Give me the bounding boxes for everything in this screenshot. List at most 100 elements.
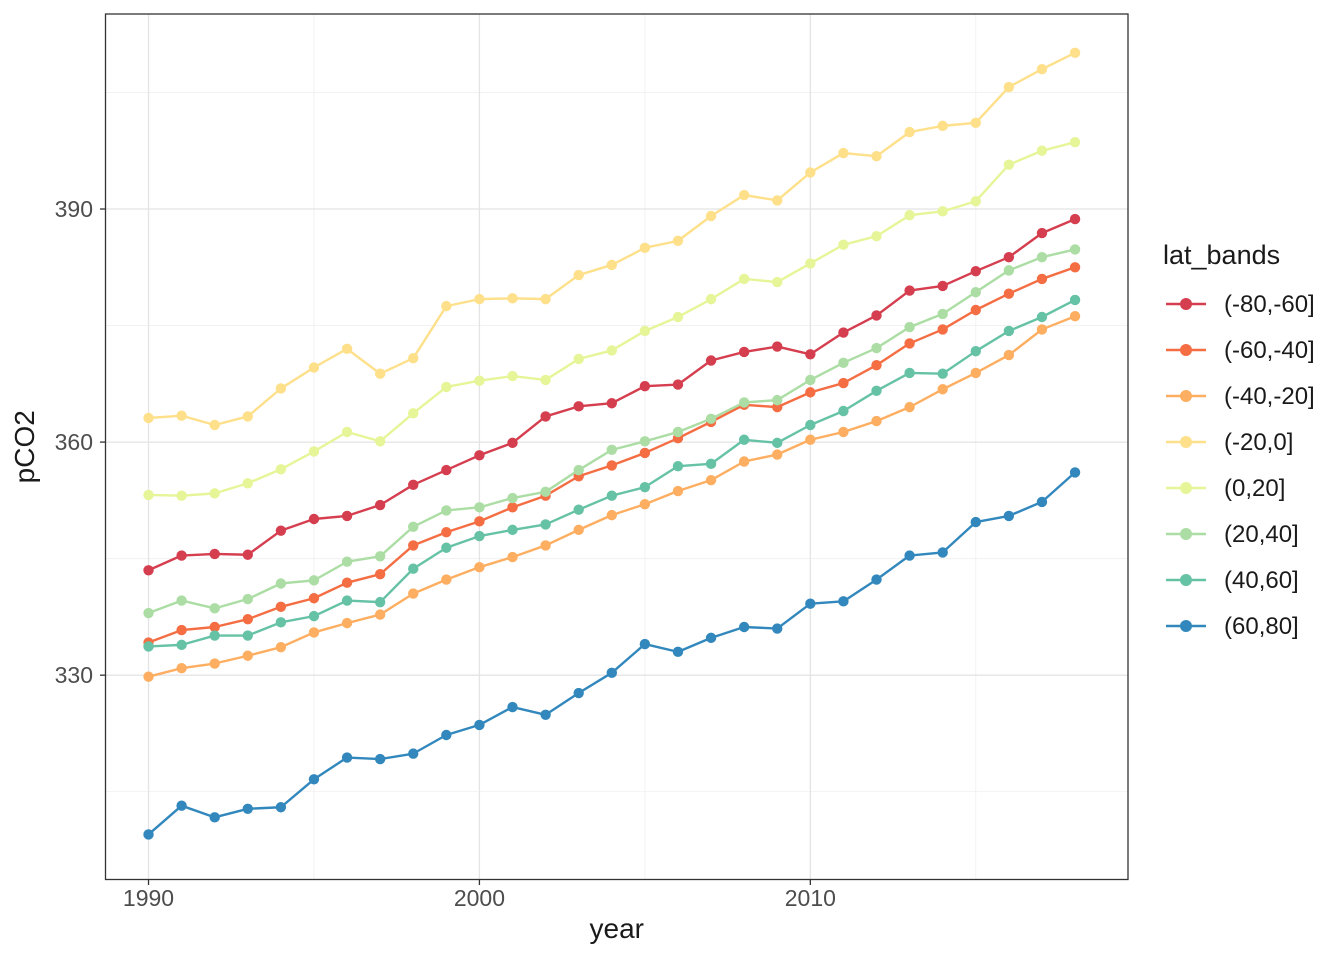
data-point [738,397,750,408]
data-point [838,239,849,250]
legend-label: (40,60] [1224,567,1299,594]
data-point [176,639,187,651]
data-point [341,617,353,629]
series-(-40,-20] [143,311,1081,682]
data-point [1036,273,1048,285]
data-point [639,242,651,254]
data-point [507,370,518,382]
data-point [705,413,717,424]
data-point [242,803,253,814]
legend-label: (-20,0] [1224,429,1293,456]
data-point [275,578,287,589]
series-(60,80] [143,467,1081,840]
series-(-20,0] [143,47,1081,431]
data-point [772,449,783,460]
data-point [341,556,353,567]
data-point [1003,265,1015,276]
data-point [275,601,287,612]
legend-item-(-20,0]: (-20,0] [1166,429,1293,456]
legend-item-(-40,-20]: (-40,-20] [1166,383,1315,410]
data-point [970,516,981,528]
data-point [1069,244,1081,255]
data-point [772,341,783,352]
data-point [970,286,981,298]
data-point [242,630,253,641]
legend-label: (-60,-40] [1224,337,1315,364]
data-point [838,147,849,159]
legend: lat_bands (-80,-60] (-60,-40] (-40,-20] (-20… [1163,240,1315,640]
data-point [639,638,651,650]
data-point [871,415,882,427]
grid-major [105,14,1128,880]
data-point [1069,311,1081,322]
legend-key-point [1180,344,1192,356]
data-point [176,410,187,421]
data-point [507,437,518,449]
data-point [209,548,220,560]
data-point [540,411,551,422]
legend-key-point [1180,390,1192,402]
data-point [275,617,287,628]
data-point [639,325,651,337]
data-point [341,595,353,606]
data-point [143,607,154,619]
data-point [1003,325,1015,337]
data-point [176,490,187,501]
data-point [904,550,915,561]
data-point [143,641,154,652]
data-point [904,126,915,138]
data-point [738,273,750,285]
legend-item-(40,60]: (40,60] [1166,567,1299,594]
data-point [838,405,849,417]
data-point [606,667,617,679]
data-point [606,345,617,356]
legend-title: lat_bands [1163,240,1280,270]
data-point [242,650,253,661]
data-point [838,327,849,338]
data-point [474,516,485,527]
data-point [540,293,551,305]
data-point [242,411,253,422]
data-point [838,596,849,607]
data-point [871,342,882,354]
data-point [143,671,154,682]
data-point [738,434,750,445]
data-point [1036,145,1048,156]
data-point [1036,251,1048,263]
data-point [341,577,353,588]
data-point [408,408,419,419]
data-point [474,450,485,461]
data-point [308,575,320,586]
data-point [308,593,320,604]
data-point [672,235,684,247]
data-point [937,384,948,395]
data-point [904,338,915,349]
data-point [143,489,154,501]
data-point [904,401,915,413]
data-point [573,464,584,476]
data-point [540,540,551,551]
data-point [937,120,948,132]
data-point [374,753,386,765]
data-point [772,437,783,449]
legend-item-(-80,-60]: (-80,-60] [1166,291,1315,318]
data-point [374,609,386,620]
data-point [573,353,584,365]
data-point [408,540,419,551]
x-tick-label: 2000 [454,885,505,911]
grid-minor [105,14,1128,880]
data-point [275,383,287,394]
data-point [275,464,287,475]
data-point [639,481,651,493]
data-point [176,595,187,606]
legend-key-point [1180,528,1192,540]
data-point [209,603,220,614]
data-point [937,368,948,379]
data-point [209,812,220,823]
data-point [176,800,187,811]
data-point [540,374,551,386]
y-tick-label: 360 [55,429,93,455]
data-point [871,359,882,371]
data-point [838,357,849,369]
